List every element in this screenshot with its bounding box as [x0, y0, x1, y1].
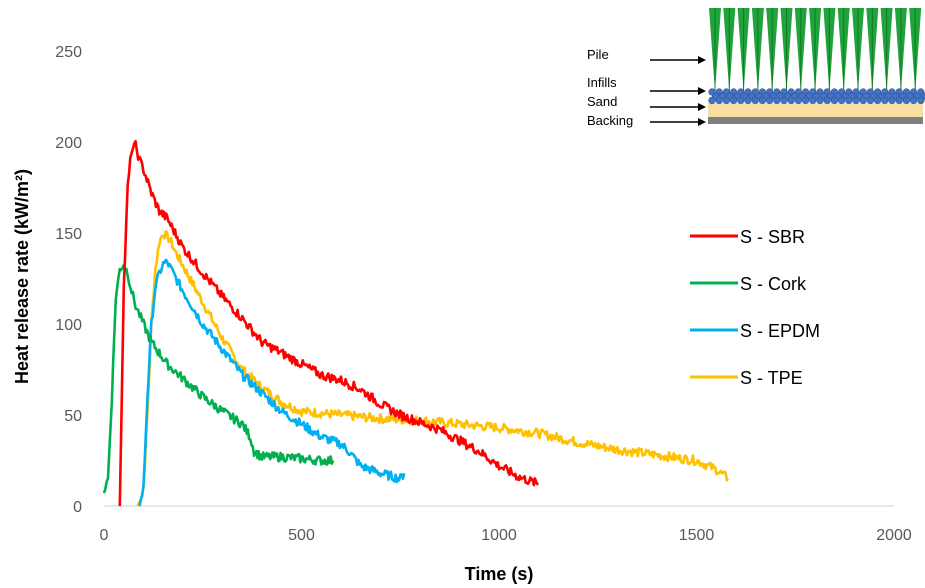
infill-granule [744, 96, 752, 104]
y-tick-label: 100 [55, 317, 82, 334]
infill-granule [866, 96, 875, 104]
inset-label-backing: Backing [587, 113, 633, 128]
pile-blades [709, 8, 922, 92]
inset-arrow-head [698, 56, 706, 64]
infill-granule [816, 96, 824, 104]
infill-granule [909, 96, 918, 104]
infill-granule [852, 96, 860, 104]
legend-label-1: S - Cork [740, 274, 807, 294]
legend-label-2: S - EPDM [740, 321, 820, 341]
inset-label-infills: Infills [587, 75, 617, 90]
infill-granule [873, 96, 882, 104]
sand-layer [708, 103, 923, 117]
series-line-1 [102, 263, 335, 494]
x-tick-label: 0 [100, 527, 109, 544]
x-tick-label: 1500 [679, 527, 715, 544]
infill-granule [765, 96, 774, 104]
inset-arrow-head [698, 118, 706, 126]
infill-granule [787, 96, 795, 104]
x-axis-title: Time (s) [465, 564, 534, 584]
layer-diagram-inset: Pile Infills Sand Backing [587, 8, 925, 128]
infill-granule [758, 96, 767, 104]
infill-granule [737, 96, 745, 104]
legend-label-0: S - SBR [740, 227, 805, 247]
infill-granule [773, 96, 781, 104]
legend: S - SBR S - Cork S - EPDM S - TPE [690, 227, 820, 388]
y-tick-label: 0 [73, 499, 82, 516]
x-tick-label: 1000 [481, 527, 517, 544]
series-line-3 [136, 230, 730, 507]
infill-granule [801, 96, 810, 104]
series-line-0 [118, 140, 539, 507]
infill-granule [708, 96, 716, 104]
infill-granule [823, 96, 831, 104]
x-tick-label: 2000 [876, 527, 912, 544]
infill-granule [895, 96, 903, 104]
infill-granules [708, 88, 925, 104]
axes: 0 500 1000 1500 2000 0 50 100 150 200 250 Time (s) H… [12, 44, 912, 584]
infill-granule [881, 96, 889, 104]
inset-label-pile: Pile [587, 47, 609, 62]
infill-granule [809, 96, 817, 104]
infill-granule [715, 96, 723, 104]
infill-granule [902, 96, 911, 104]
infill-granule [729, 96, 738, 104]
infill-granule [780, 96, 788, 104]
infill-granule [830, 96, 839, 104]
series-layer [102, 140, 730, 507]
series-line-2 [138, 258, 406, 507]
infill-granule [859, 96, 867, 104]
legend-label-3: S - TPE [740, 368, 803, 388]
y-tick-label: 150 [55, 226, 82, 243]
y-tick-label: 50 [64, 408, 82, 425]
infill-granule [845, 96, 853, 104]
inset-label-sand: Sand [587, 94, 617, 109]
infill-granule [917, 96, 925, 104]
inset-arrow-head [698, 103, 706, 111]
y-axis-title: Heat release rate (kW/m²) [12, 169, 32, 384]
infill-granule [751, 96, 759, 104]
y-tick-label: 250 [55, 44, 82, 61]
infill-granule [722, 96, 731, 104]
y-tick-label: 200 [55, 135, 82, 152]
backing-layer [708, 117, 923, 124]
x-tick-label: 500 [288, 527, 315, 544]
infill-granule [888, 96, 896, 104]
inset-arrow-head [698, 87, 706, 95]
infill-granule [794, 96, 803, 104]
infill-granule [837, 96, 846, 104]
